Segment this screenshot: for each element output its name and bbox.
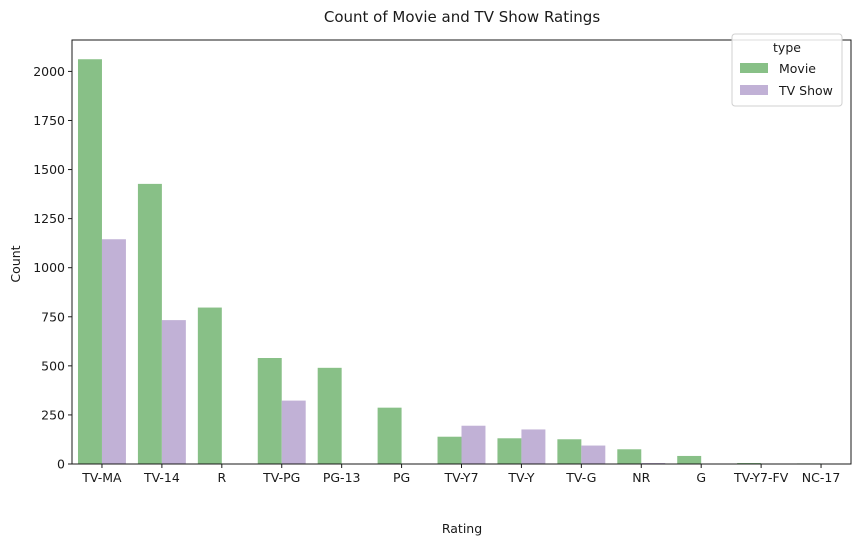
x-tick-label-tv-y: TV-Y bbox=[507, 470, 534, 485]
x-tick-label-tv-y7: TV-Y7 bbox=[443, 470, 478, 485]
plot-frame bbox=[71, 39, 852, 465]
y-tick-label: 0 bbox=[57, 457, 65, 472]
bar-movie-tv-14 bbox=[137, 183, 162, 464]
bar-movie-r bbox=[197, 307, 222, 464]
y-tick-label: 1250 bbox=[33, 211, 65, 226]
y-tick-label: 1750 bbox=[33, 113, 65, 128]
bar-movie-tv-pg bbox=[257, 358, 282, 464]
legend-label-movie: Movie bbox=[779, 61, 816, 76]
bar-movie-tv-y7 bbox=[437, 436, 462, 464]
chart-title: Count of Movie and TV Show Ratings bbox=[324, 8, 600, 26]
bar-movie-g bbox=[677, 455, 702, 464]
x-tick-label-nc-17: NC-17 bbox=[802, 470, 841, 485]
bar-movie-tv-y bbox=[497, 438, 522, 464]
bar-movie-tv-ma bbox=[77, 59, 102, 465]
y-axis: 0 250 500 750 1000 1250 1500 1750 2000 bbox=[33, 64, 72, 472]
bar-tv-show-tv-y bbox=[521, 429, 546, 464]
x-tick-label-tv-y7-fv: TV-Y7-FV bbox=[733, 470, 789, 485]
bar-movie-pg-13 bbox=[317, 367, 342, 464]
bar-tv-show-tv-g bbox=[581, 445, 606, 464]
x-tick-label-g: G bbox=[696, 470, 706, 485]
bar-tv-show-tv-pg bbox=[281, 400, 306, 464]
plot-area: 0 250 500 750 1000 1250 1500 1750 2000 TV-MA TV-1… bbox=[33, 39, 852, 485]
bar-movie-tv-g bbox=[557, 439, 582, 464]
bar-movie-pg bbox=[377, 407, 402, 464]
y-tick-label: 750 bbox=[41, 309, 65, 324]
legend-title: type bbox=[773, 40, 801, 55]
x-axis-label: Rating bbox=[442, 521, 482, 536]
bar-tv-show-tv-14 bbox=[161, 320, 186, 464]
x-tick-label-pg-13: PG-13 bbox=[323, 470, 361, 485]
x-tick-label-nr: NR bbox=[632, 470, 650, 485]
y-tick-label: 500 bbox=[41, 358, 65, 373]
legend-swatch-tv-show bbox=[740, 85, 768, 95]
legend-swatch-movie bbox=[740, 63, 768, 73]
bar-tv-show-tv-y7 bbox=[461, 425, 486, 464]
x-axis: TV-MA TV-14 R TV-PG PG-13 PG TV-Y7 TV-Y TV-G NR G T… bbox=[81, 464, 840, 485]
y-tick-label: 2000 bbox=[33, 64, 65, 79]
legend: type Movie TV Show bbox=[731, 33, 843, 107]
legend-label-tv-show: TV Show bbox=[778, 83, 833, 98]
bars bbox=[77, 59, 822, 465]
bar-movie-nr bbox=[617, 449, 642, 464]
x-tick-label-pg: PG bbox=[393, 470, 410, 485]
y-axis-label: Count bbox=[8, 245, 23, 282]
y-tick-label: 1500 bbox=[33, 162, 65, 177]
y-tick-label: 250 bbox=[41, 407, 65, 422]
x-tick-label-tv-g: TV-G bbox=[565, 470, 596, 485]
x-tick-label-tv-pg: TV-PG bbox=[262, 470, 300, 485]
x-tick-label-r: R bbox=[217, 470, 226, 485]
y-tick-label: 1000 bbox=[33, 260, 65, 275]
bar-tv-show-tv-ma bbox=[101, 239, 126, 464]
x-tick-label-tv-ma: TV-MA bbox=[81, 470, 122, 485]
x-tick-label-tv-14: TV-14 bbox=[143, 470, 180, 485]
